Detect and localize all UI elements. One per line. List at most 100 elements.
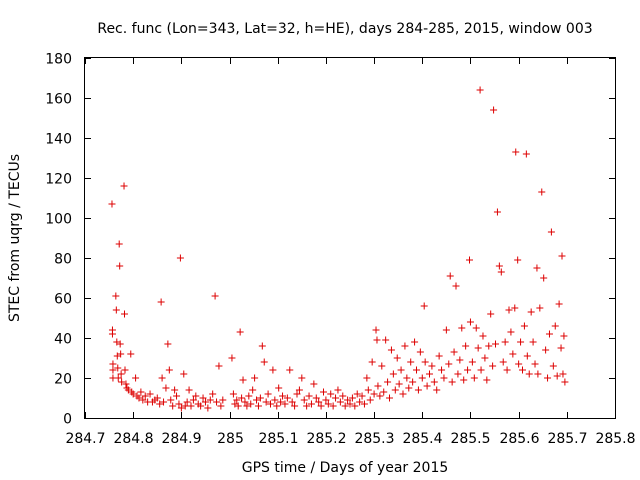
data-point [209, 390, 217, 398]
data-point [187, 402, 195, 410]
data-point [243, 402, 251, 410]
data-point [254, 402, 262, 410]
data-point [117, 370, 125, 378]
data-point [397, 366, 405, 374]
data-point [531, 360, 539, 368]
data-point [336, 398, 344, 406]
data-point [421, 358, 429, 366]
data-point [177, 404, 185, 412]
data-point [346, 400, 354, 408]
data-point [233, 396, 241, 404]
data-point [460, 376, 468, 384]
data-point [322, 396, 330, 404]
data-point [527, 308, 535, 316]
y-tick-label: 100 [45, 212, 72, 228]
data-point [374, 382, 382, 390]
data-point [523, 352, 531, 360]
data-point [341, 402, 349, 410]
data-point [271, 396, 279, 404]
x-tick-label: 284.7 [65, 431, 105, 447]
data-point [339, 392, 347, 400]
data-point [529, 338, 537, 346]
x-tick-label: 285.3 [354, 431, 394, 447]
data-point [157, 298, 165, 306]
data-point [108, 200, 116, 208]
data-point [476, 86, 484, 94]
data-point [515, 360, 523, 368]
data-point [320, 388, 327, 396]
data-point [312, 394, 320, 402]
data-point [267, 400, 274, 408]
data-point [305, 392, 313, 400]
y-tick-label: 20 [54, 372, 72, 388]
data-point [479, 332, 487, 340]
data-point [411, 338, 419, 346]
data-point [499, 358, 507, 366]
data-point [295, 386, 303, 394]
data-point [108, 330, 116, 338]
data-point [545, 330, 553, 338]
data-point [420, 302, 428, 310]
data-point [120, 182, 128, 190]
x-tick-label: 285.5 [450, 431, 490, 447]
data-point [332, 394, 340, 402]
data-point [423, 382, 431, 390]
data-point [559, 370, 567, 378]
data-point [169, 402, 177, 410]
data-point [129, 390, 137, 398]
data-point [507, 328, 515, 336]
data-point [281, 400, 289, 408]
x-tick-label: 285.8 [595, 431, 635, 447]
data-point [307, 400, 315, 408]
data-point [158, 374, 166, 382]
y-axis-label: STEC from uqrg / TECUs [7, 154, 23, 322]
data-point [522, 150, 530, 158]
data-point [454, 370, 462, 378]
data-point [213, 398, 221, 406]
data-point [477, 366, 485, 374]
data-point [518, 366, 526, 374]
data-point [462, 342, 470, 350]
data-point [356, 398, 364, 406]
x-tick-label: 285.7 [547, 431, 587, 447]
data-point [492, 340, 500, 348]
data-point [360, 400, 368, 408]
data-point [428, 362, 436, 370]
data-point [286, 366, 294, 374]
data-point [189, 396, 197, 404]
data-point [495, 262, 503, 270]
data-point [334, 386, 342, 394]
data-point [175, 400, 183, 408]
data-point [452, 282, 460, 290]
y-tick-label: 80 [54, 252, 72, 268]
data-point [409, 378, 417, 386]
data-point [551, 322, 559, 330]
data-point [256, 394, 264, 402]
x-tick-label: 285.2 [306, 431, 346, 447]
data-point [303, 402, 311, 410]
data-point [389, 370, 397, 378]
data-point [167, 396, 175, 404]
data-point [201, 398, 209, 406]
data-point [512, 148, 520, 156]
data-point [560, 332, 568, 340]
data-point [251, 374, 259, 382]
data-point [211, 292, 219, 300]
data-point [279, 392, 287, 400]
data-point [348, 394, 356, 402]
data-point [468, 358, 476, 366]
data-point [536, 304, 544, 312]
data-point [430, 378, 438, 386]
data-point [547, 228, 555, 236]
data-point [236, 328, 244, 336]
data-point [160, 398, 168, 406]
data-point [132, 374, 140, 382]
data-point [109, 360, 117, 368]
data-point [116, 340, 124, 348]
data-point [273, 402, 281, 410]
x-tick-label: 284.9 [161, 431, 201, 447]
data-point [275, 384, 283, 392]
data-point [474, 344, 482, 352]
data-point [386, 394, 394, 402]
data-point [283, 394, 291, 402]
